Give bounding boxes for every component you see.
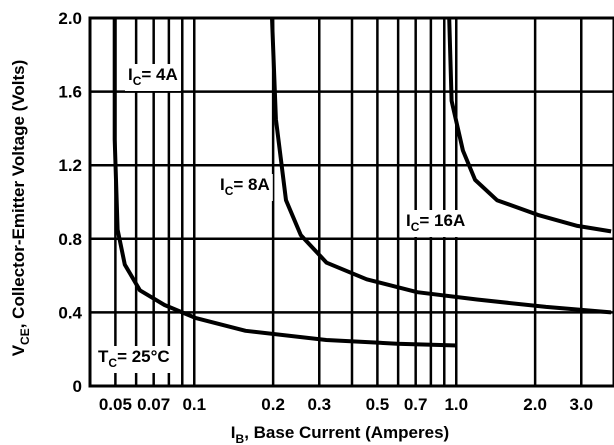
x-tick-label: 0.7 <box>404 395 428 414</box>
annotation-sub: C <box>108 356 117 370</box>
x-tick-label: 0.3 <box>307 395 331 414</box>
curve-label-rest: = 16A <box>419 211 465 230</box>
x-axis-title: IB, Base Current (Amperes) <box>231 423 449 445</box>
y-tick-label: 0.4 <box>58 303 82 322</box>
annotation-bg <box>95 346 173 373</box>
curve-label-base: I <box>220 175 225 194</box>
curve-label-rest: = 8A <box>233 175 269 194</box>
curve-label: IC= 8A <box>220 175 270 198</box>
y-axis-title-base: V <box>9 344 28 356</box>
curve <box>112 18 458 348</box>
y-tick-label: 1.6 <box>58 83 82 102</box>
annotation: TC= 25°C <box>98 347 170 370</box>
x-tick-label: 1.0 <box>444 395 468 414</box>
x-axis-title-rest: , Base Current (Amperes) <box>244 423 449 442</box>
curve-label-bg <box>217 174 273 201</box>
annotation-rest: = 25°C <box>117 347 170 366</box>
curve-label-base: I <box>406 211 411 230</box>
curve-label: IC= 16A <box>406 211 465 234</box>
y-tick-label: 0 <box>73 377 82 396</box>
x-tick-label: 0.2 <box>261 395 285 414</box>
y-axis-title: VCE, Collector-Emitter Voltage (Volts) <box>9 60 32 357</box>
x-tick-label: 0.1 <box>182 395 206 414</box>
annotation-base: T <box>98 347 109 366</box>
x-tick-label: 2.0 <box>523 395 547 414</box>
x-tick-label: 0.07 <box>137 395 170 414</box>
curve-label-rest: = 4A <box>141 65 177 84</box>
curve-label-base: I <box>128 65 133 84</box>
curve-label-sub: C <box>133 74 142 88</box>
y-tick-label: 2.0 <box>58 9 82 28</box>
curve-label-bg <box>125 64 181 91</box>
x-tick-label: 0.05 <box>99 395 132 414</box>
y-axis-title-rest: , Collector-Emitter Voltage (Volts) <box>9 60 28 329</box>
y-axis-title-sub: CE <box>18 328 32 345</box>
x-tick-label: 3.0 <box>569 395 593 414</box>
x-tick-label: 0.5 <box>366 395 390 414</box>
y-tick-label: 1.2 <box>58 156 82 175</box>
plot-frame <box>88 16 614 388</box>
curve <box>447 17 612 234</box>
x-axis-title-base: I <box>231 423 236 442</box>
curve-label: IC= 4A <box>128 65 178 88</box>
curve-label-sub: C <box>225 184 234 198</box>
y-tick-label: 0.8 <box>58 230 82 249</box>
curve-label-sub: C <box>411 220 420 234</box>
x-axis-title-sub: B <box>236 432 245 445</box>
curve <box>270 17 612 315</box>
curve-label-bg <box>403 210 469 237</box>
